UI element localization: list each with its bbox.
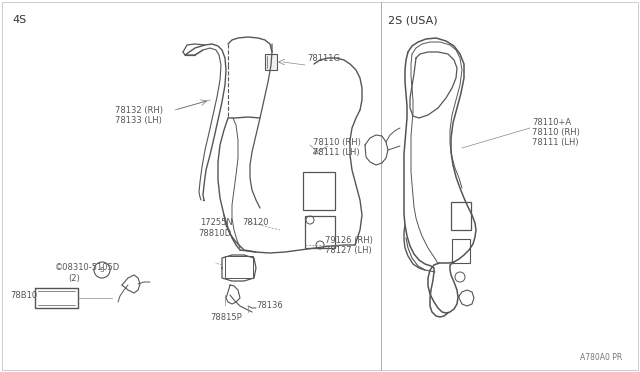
Text: 78136: 78136	[256, 301, 283, 311]
Text: 78132 (RH): 78132 (RH)	[115, 106, 163, 115]
Text: 78127 (LH): 78127 (LH)	[325, 246, 372, 254]
Bar	[451, 202, 471, 230]
Text: 78133 (LH): 78133 (LH)	[115, 115, 162, 125]
Text: ©08310-5105D: ©08310-5105D	[55, 263, 120, 273]
Text: 78111 (LH): 78111 (LH)	[532, 138, 579, 147]
Text: 78110 (RH): 78110 (RH)	[313, 138, 361, 147]
Text: 78110 (RH): 78110 (RH)	[532, 128, 580, 137]
Text: 78111G: 78111G	[307, 54, 340, 62]
Text: 2S (USA): 2S (USA)	[388, 15, 438, 25]
Bar	[265, 54, 277, 70]
Bar	[305, 216, 335, 248]
Text: 79126 (RH): 79126 (RH)	[325, 235, 373, 244]
Text: 78111 (LH): 78111 (LH)	[313, 148, 360, 157]
Text: 17255N: 17255N	[200, 218, 233, 227]
Bar	[225, 256, 253, 278]
Text: 78815P: 78815P	[210, 314, 242, 323]
Text: 4S: 4S	[12, 15, 26, 25]
Text: 78120: 78120	[242, 218, 269, 227]
Text: 78B10: 78B10	[10, 291, 37, 299]
Bar	[452, 239, 470, 263]
Text: 78810D: 78810D	[198, 228, 231, 237]
Text: (2): (2)	[68, 273, 80, 282]
Text: A780A0 PR: A780A0 PR	[580, 353, 622, 362]
Text: 78110+A: 78110+A	[532, 118, 571, 126]
Text: S: S	[100, 267, 104, 273]
Bar	[303, 172, 335, 210]
